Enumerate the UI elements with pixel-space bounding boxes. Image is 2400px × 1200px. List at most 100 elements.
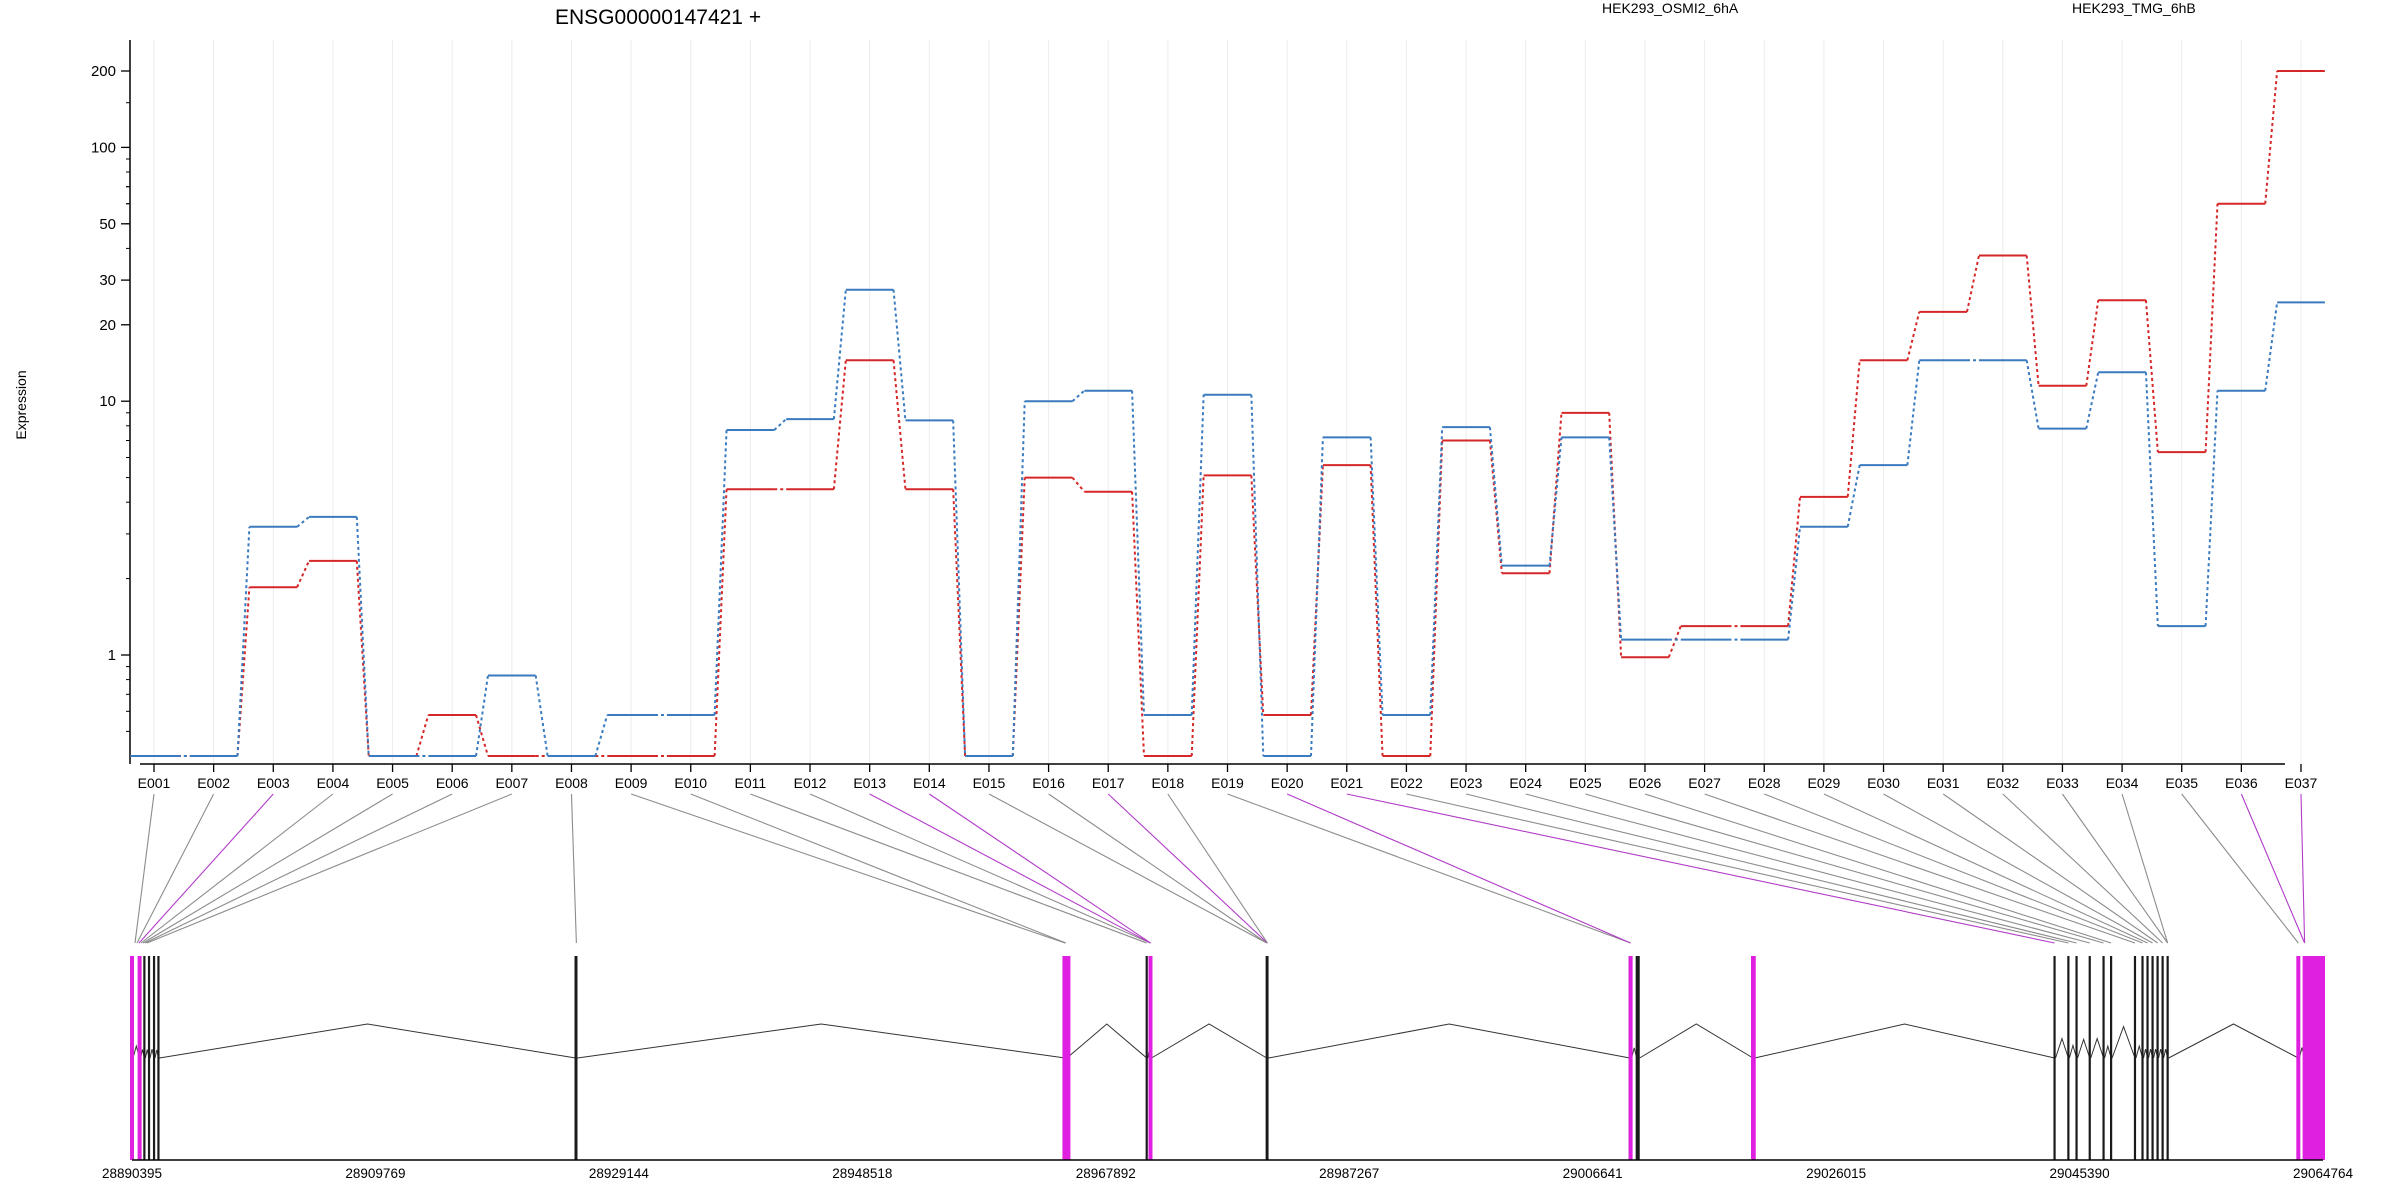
series-connector	[2085, 300, 2100, 386]
y-tick-label: 1	[108, 647, 116, 664]
exon-block	[1635, 956, 1638, 1160]
x-tick-label: E028	[1748, 775, 1781, 791]
intron-line	[1754, 1023, 2055, 1059]
exon-connector-line	[1227, 793, 1631, 944]
exon-connector-line	[809, 793, 1151, 944]
series-connector	[236, 526, 251, 757]
exon-connector-line	[1107, 793, 1268, 944]
series-connector	[1190, 394, 1205, 716]
coordinate-tick-label: 28909769	[345, 1166, 405, 1181]
exon-connector-line	[142, 793, 393, 944]
exon-connector-line	[134, 793, 155, 944]
exon-connector-line	[1942, 793, 2158, 944]
exon-connector-line	[1406, 793, 2069, 944]
exon-connectors	[134, 793, 2306, 944]
coordinate-tick-label: 28948518	[832, 1166, 892, 1181]
y-axis-label: Expression	[13, 370, 29, 439]
series-connector	[2144, 372, 2159, 627]
exon-block	[1751, 956, 1756, 1160]
exon-connector-line	[1764, 793, 2143, 944]
series-connector	[892, 289, 907, 421]
y-axis: 1 10 20 30 50 100 200	[91, 40, 131, 764]
x-tick-label: E011	[735, 775, 767, 791]
x-tick-label: E014	[913, 775, 946, 791]
series-connector	[355, 516, 370, 757]
legend-entry-osmi2: HEK293_OSMI2_6hA	[1602, 0, 1739, 16]
x-tick-label: E008	[555, 775, 588, 791]
y-tick-label: 20	[99, 317, 116, 334]
exon-block	[575, 956, 578, 1160]
intron-line	[2168, 1023, 2299, 1059]
x-tick-label: E035	[2165, 775, 2198, 791]
series-connector	[1131, 390, 1146, 716]
x-tick-label: E036	[2225, 775, 2258, 791]
exon-connector-line	[988, 793, 1267, 944]
plot-series	[130, 70, 2325, 757]
exon-axis: E001 E002 E003 E004 E005 E006 E007 E008 E009 E010…	[138, 763, 2318, 791]
series-connector	[952, 420, 967, 757]
exon-block	[137, 956, 142, 1160]
exon-block	[2075, 956, 2078, 1160]
exon-connector-line	[144, 793, 453, 944]
series-connector	[1429, 440, 1444, 757]
coordinate-tick-label: 29006641	[1563, 1166, 1623, 1181]
coordinate-tick-label: 29045390	[2050, 1166, 2110, 1181]
exon-block	[2296, 956, 2301, 1160]
exon-connector-line	[630, 793, 1066, 944]
intron-line	[1639, 1023, 1754, 1059]
series-connector	[1667, 625, 1682, 658]
exon-connector-line	[1644, 793, 2112, 944]
series-connector	[1190, 475, 1205, 757]
series-connector	[2144, 300, 2159, 453]
y-tick-label: 100	[91, 139, 116, 156]
series-connector	[1548, 437, 1563, 566]
series-connector	[952, 489, 967, 757]
x-tick-label: E019	[1211, 775, 1244, 791]
x-tick-label: E023	[1450, 775, 1483, 791]
series-connector	[534, 675, 549, 757]
exon-block	[147, 956, 151, 1160]
y-tick-label: 30	[99, 272, 116, 289]
coordinate-tick-label: 28929144	[589, 1166, 650, 1181]
x-tick-label: E015	[973, 775, 1006, 791]
series-connector	[475, 675, 489, 757]
exon-block	[2304, 956, 2325, 1160]
coordinate-tick-label: 28890395	[102, 1166, 162, 1181]
exon-block	[1628, 956, 1633, 1160]
exon-connector-line	[1048, 793, 1268, 944]
x-tick-label: E002	[197, 775, 230, 791]
intron-line	[2111, 1025, 2136, 1059]
exon-connector-line	[136, 793, 215, 944]
exon-connector-line	[2061, 793, 2169, 944]
y-tick-label: 10	[99, 393, 116, 410]
exon-connector-line	[138, 793, 274, 944]
series-connector	[713, 489, 728, 757]
series-connector	[713, 429, 728, 716]
exon-connector-line	[1346, 793, 2055, 944]
x-tick-label: E007	[495, 775, 528, 791]
x-tick-label: E032	[1986, 775, 2019, 791]
intron-line	[2068, 1043, 2078, 1059]
exon-connector-line	[2300, 793, 2306, 944]
x-tick-label: E017	[1092, 775, 1125, 791]
series-connector	[1846, 464, 1861, 527]
series-connector	[1966, 255, 1980, 313]
series-connector	[2264, 302, 2279, 391]
exon-connector-line	[2240, 793, 2306, 944]
x-tick-label: E009	[615, 775, 648, 791]
exon-block	[2109, 956, 2113, 1160]
exon-block	[152, 956, 156, 1160]
exon-block	[2156, 956, 2159, 1160]
exon-block	[2161, 956, 2164, 1160]
gene-model-track	[130, 956, 2325, 1160]
series-connector	[415, 714, 430, 757]
series-connector	[1071, 389, 1086, 402]
series-connector	[1608, 437, 1623, 640]
x-tick-label: E016	[1032, 775, 1065, 791]
series-connector	[1787, 526, 1802, 640]
exon-connector-line	[690, 793, 1067, 944]
series-connector	[2085, 372, 2100, 429]
exon-connector-line	[1465, 793, 2077, 944]
series-1	[130, 288, 2325, 757]
